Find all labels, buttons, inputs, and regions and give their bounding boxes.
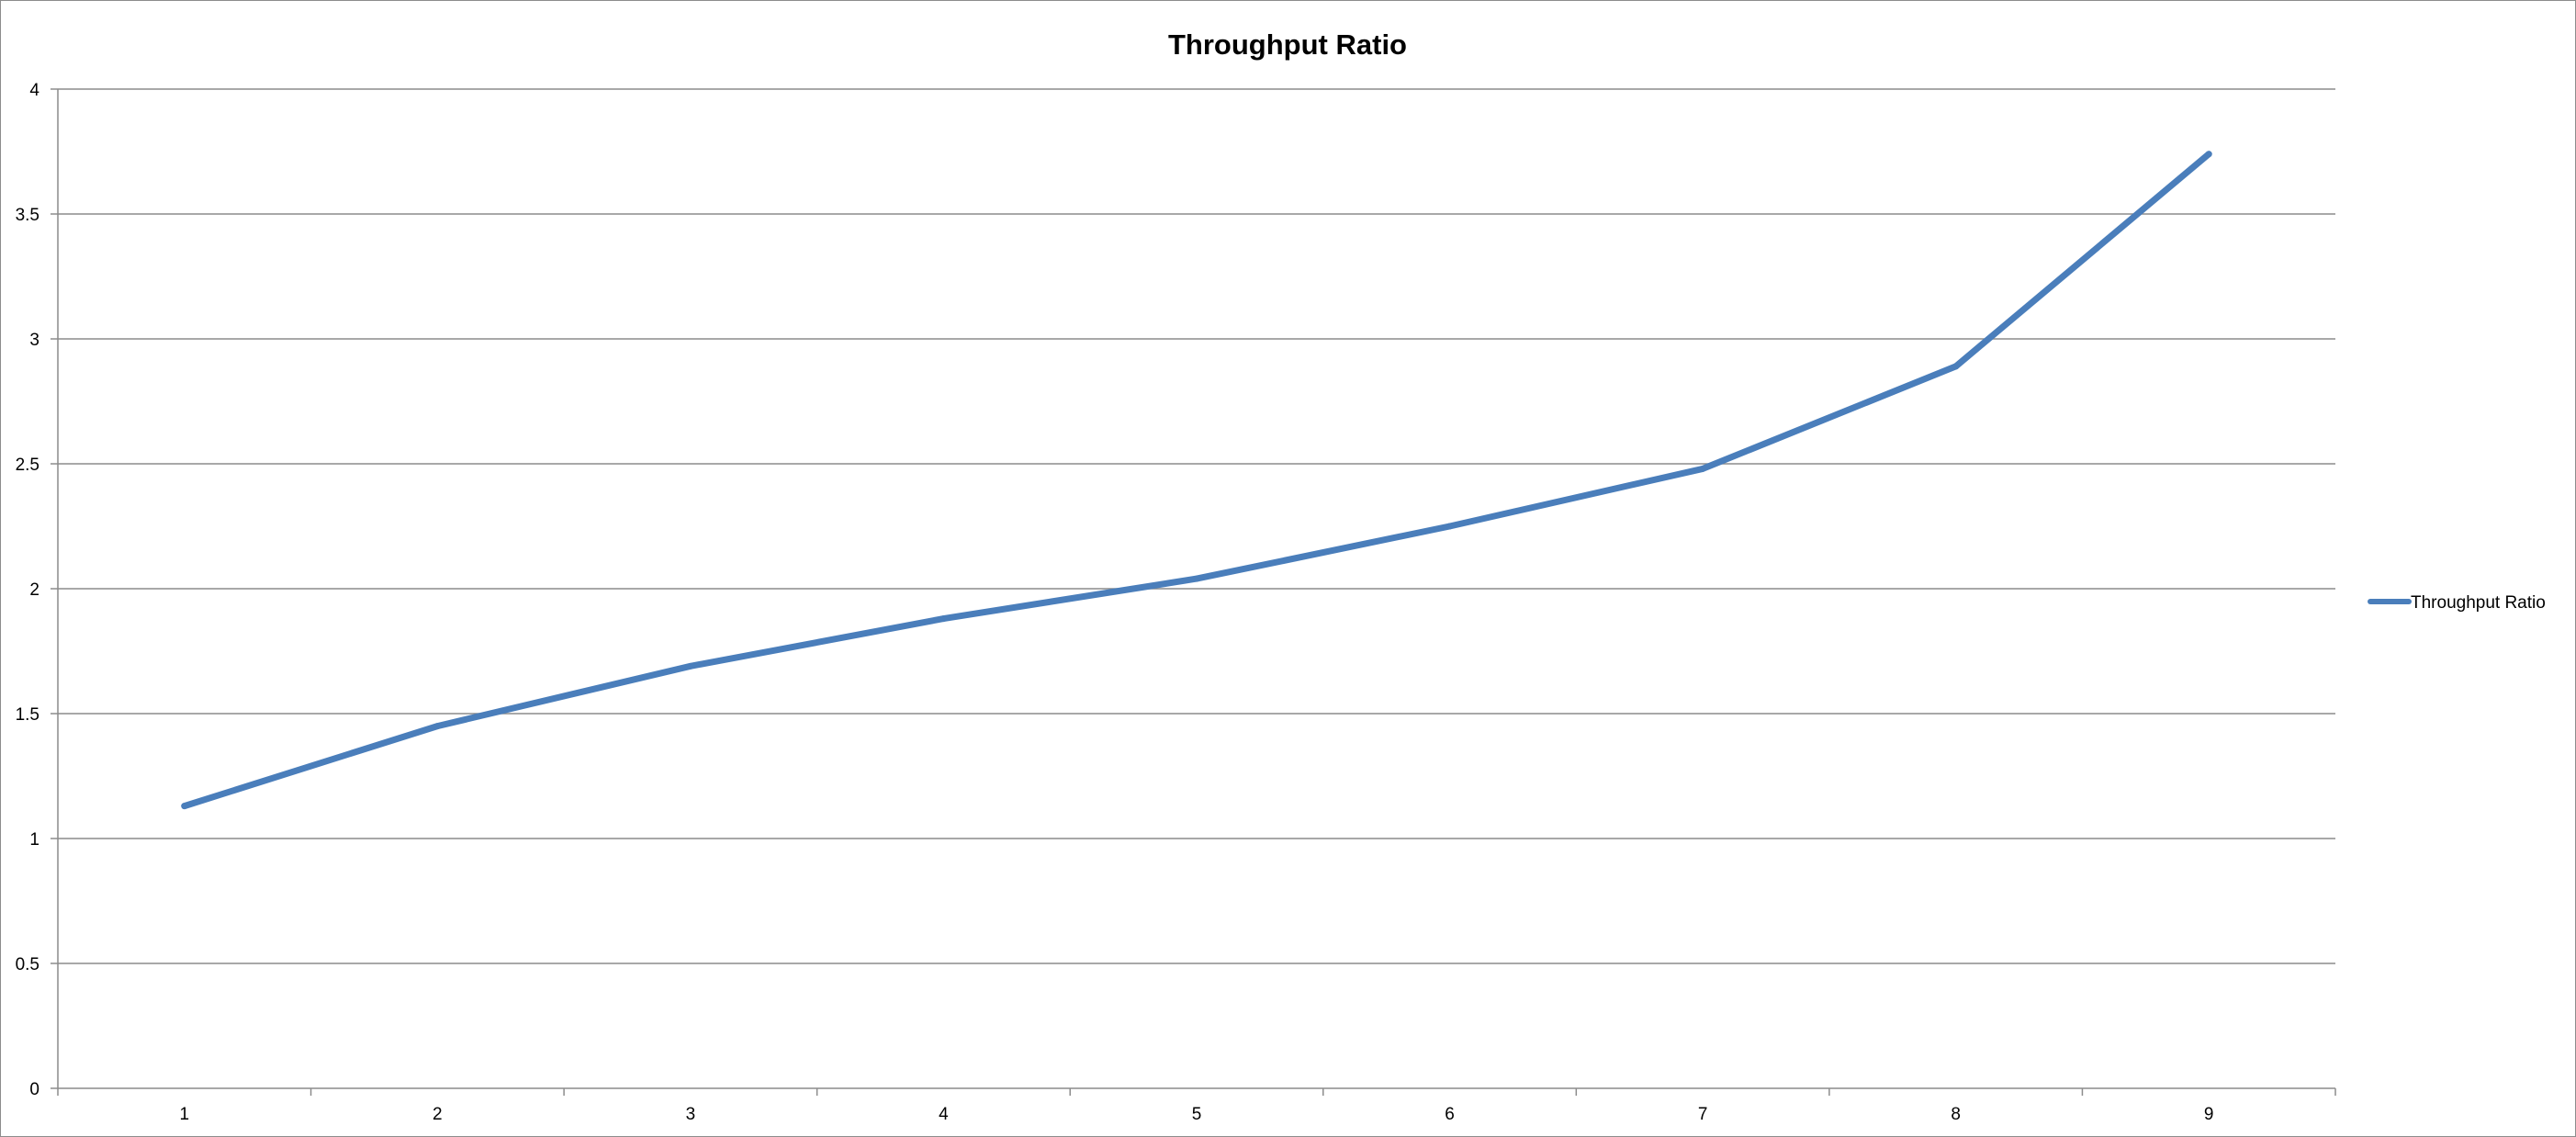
data-point-0-8 xyxy=(2205,151,2212,158)
y-tick-label-2: 1 xyxy=(29,830,39,850)
series-line-0 xyxy=(181,151,2212,810)
axes xyxy=(51,88,2336,1096)
legend[interactable]: Throughput Ratio xyxy=(2368,593,2546,613)
x-tick-label-7: 7 xyxy=(1698,1105,1708,1124)
y-tick-label-4: 2 xyxy=(29,580,39,600)
x-axis-tick-labels: 1 2 3 4 5 6 7 8 9 xyxy=(179,1105,2213,1124)
x-tick-label-8: 8 xyxy=(1951,1105,1961,1124)
x-tick-label-5: 5 xyxy=(1192,1105,1202,1124)
x-tick-label-4: 4 xyxy=(939,1105,949,1124)
y-tick-label-0: 0 xyxy=(29,1080,39,1099)
x-tick-label-3: 3 xyxy=(686,1105,696,1124)
data-point-0-0 xyxy=(181,803,188,810)
y-tick-label-6: 3 xyxy=(29,331,39,350)
y-tick-label-1: 0.5 xyxy=(16,955,39,974)
chart-title: Throughput Ratio xyxy=(1168,28,1407,61)
data-point-0-3 xyxy=(939,615,947,623)
y-axis-tick-labels: 0 0.5 1 1.5 2 2.5 3 3.5 4 xyxy=(16,81,40,1099)
legend-label-throughput-ratio: Throughput Ratio xyxy=(2411,593,2546,613)
x-tick-label-6: 6 xyxy=(1445,1105,1455,1124)
data-point-0-6 xyxy=(1699,465,1706,472)
data-point-0-4 xyxy=(1193,575,1200,582)
x-tick-label-9: 9 xyxy=(2204,1105,2214,1124)
data-point-0-5 xyxy=(1446,523,1454,530)
x-tick-label-1: 1 xyxy=(179,1105,189,1124)
gridlines xyxy=(58,88,2335,964)
y-tick-label-7: 3.5 xyxy=(16,206,39,225)
y-tick-label-5: 2.5 xyxy=(16,456,39,475)
data-point-0-2 xyxy=(687,662,694,670)
y-tick-label-3: 1.5 xyxy=(16,705,39,725)
y-tick-label-8: 4 xyxy=(29,81,39,100)
series-lines xyxy=(181,151,2212,810)
x-tick-label-2: 2 xyxy=(433,1105,443,1124)
data-point-0-7 xyxy=(1952,363,1960,370)
data-point-0-1 xyxy=(433,723,441,730)
